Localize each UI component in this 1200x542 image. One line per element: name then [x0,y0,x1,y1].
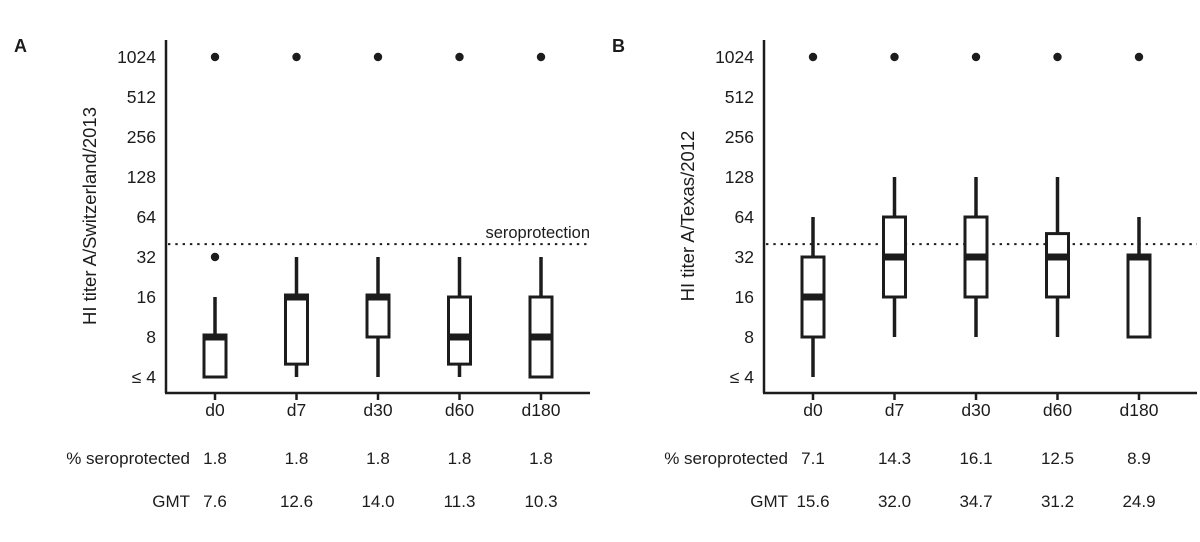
y-tick-label: 64 [137,207,157,227]
pct-seroprotected-value: 1.8 [366,449,390,468]
outlier-dot [210,252,220,262]
y-tick-label: 64 [735,207,755,227]
x-tick-label: d7 [287,400,306,420]
y-tick-label: 128 [127,167,156,187]
outlier-dot [210,52,220,62]
y-tick-label: 16 [137,287,156,307]
pct-seroprotected-value: 14.3 [877,449,912,468]
x-tick-label: d60 [445,400,474,420]
x-tick-label: d180 [522,400,561,420]
iqr-box [284,295,309,366]
iqr-box [365,295,391,339]
gmt-value: 10.3 [524,492,558,511]
iqr-box [1045,232,1070,299]
x-tick-label: d0 [205,400,225,420]
y-tick-label: ≤ 4 [730,367,754,387]
panel-a: A HI titer A/Switzerland/2013 1024 512 256… [0,0,598,542]
y-tick-label: 512 [725,87,754,107]
x-tick-label: d180 [1120,400,1159,420]
y-tick-label: 1024 [117,47,156,67]
y-tick-label: 256 [725,127,754,147]
gmt-value: 32.0 [877,492,912,511]
gmt-value: 12.6 [279,492,314,511]
outlier-dot [808,52,818,62]
x-tick-label: d30 [961,400,990,420]
panel-b-boxplot: 1024 512 256 128 64 32 16 8 ≤ 4 d0 d7 d30 d60 d180 [715,40,1197,420]
y-tick-label: 256 [127,127,156,147]
pct-seroprotected-value: 7.1 [801,449,825,468]
pct-seroprotected-label: % seroprotected [664,449,788,468]
outlier-dot [1134,52,1144,62]
gmt-label: GMT [750,492,788,511]
x-tick-label: d30 [363,400,392,420]
outlier-dot [890,52,899,62]
gmt-value: 34.7 [959,492,993,511]
x-tick-label: d0 [803,400,823,420]
panel-b-letter: B [612,36,626,56]
outlier-dot [292,52,301,62]
gmt-value: 11.3 [443,492,476,511]
x-tick-label: d7 [885,400,904,420]
gmt-value: 24.9 [1122,492,1156,511]
panel-b: B HI titer A/Texas/2012 1024 512 256 128 64 3… [598,0,1200,542]
y-tick-label: 16 [735,287,754,307]
pct-seroprotected-value: 1.8 [529,449,553,468]
pct-seroprotected-value: 8.9 [1127,449,1151,468]
gmt-value: 15.6 [796,492,830,511]
panel-a-boxplot: 1024 512 256 128 64 32 16 8 ≤ 4 seroprotection d0 d… [117,40,590,420]
pct-seroprotected-value: 1.8 [447,449,472,468]
y-tick-label: 1024 [715,47,754,67]
pct-seroprotected-value: 16.1 [959,449,993,468]
pct-seroprotected-value: 1.8 [203,449,227,468]
outlier-dot [971,52,981,62]
y-tick-label: 32 [137,247,156,267]
outlier-dot [373,52,383,62]
iqr-box [202,335,228,379]
pct-seroprotected-value: 12.5 [1040,449,1075,468]
y-tick-label: 512 [127,87,156,107]
seroprotection-label: seroprotection [485,224,590,242]
y-tick-label: 32 [735,247,754,267]
y-tick-label: ≤ 4 [132,367,156,387]
iqr-box [1126,255,1152,339]
gmt-value: 14.0 [361,492,395,511]
pct-seroprotected-label: % seroprotected [66,449,190,468]
gmt-value: 31.2 [1040,492,1075,511]
x-tick-label: d60 [1043,400,1072,420]
pct-seroprotected-value: 1.8 [284,449,309,468]
outlier-dot [1053,52,1062,62]
y-tick-label: 8 [146,327,156,347]
outlier-dot [536,52,546,62]
gmt-value: 7.6 [203,492,227,511]
gmt-label: GMT [152,492,190,511]
outlier-dot [455,52,464,62]
iqr-box [447,295,472,366]
y-tick-label: 8 [744,327,754,347]
panel-a-letter: A [14,36,28,56]
y-tick-label: 128 [725,167,754,187]
